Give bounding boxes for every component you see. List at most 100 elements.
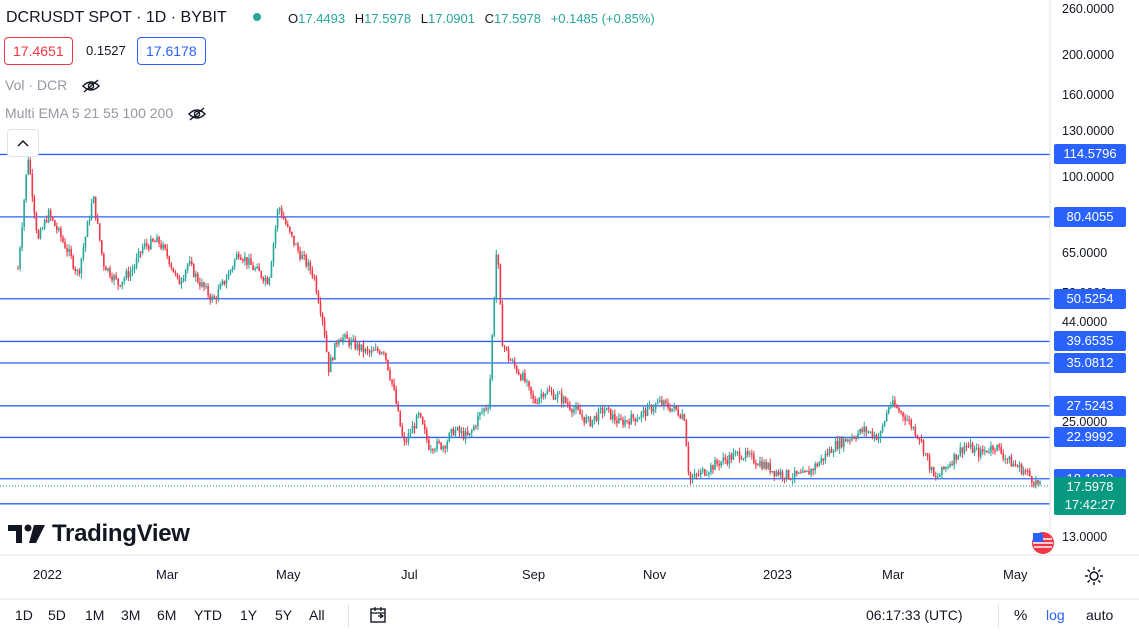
candle-body (630, 414, 632, 425)
candle-body (871, 431, 874, 438)
candle-body (859, 429, 861, 434)
buy-price-button[interactable]: 17.6178 (137, 37, 206, 65)
candle-body (824, 453, 827, 461)
candle-body (338, 339, 340, 345)
candle-body (889, 404, 892, 408)
candle-body (552, 392, 555, 400)
candle-body (348, 338, 350, 346)
candle-body (325, 334, 328, 352)
candle-body (88, 219, 91, 222)
candle-body (546, 390, 549, 394)
candle-body (986, 450, 988, 453)
candle-body (497, 254, 500, 265)
tradingview-logo[interactable]: TradingView (8, 520, 190, 548)
candle-body (51, 217, 54, 221)
volume-indicator[interactable]: Vol · DCR (5, 77, 101, 94)
candle-body (125, 271, 128, 279)
candle-body (211, 296, 213, 301)
candle-body (528, 381, 530, 387)
candle-body (667, 402, 669, 408)
candle-body (703, 469, 706, 476)
range-button-1d[interactable]: 1D (15, 607, 33, 623)
candle-body (207, 286, 209, 296)
calendar-icon[interactable] (369, 605, 389, 625)
candle-body (820, 458, 823, 463)
candle-body (951, 463, 953, 465)
time-tick: Sep (522, 567, 546, 582)
candle-body (407, 433, 410, 442)
candle-body (78, 270, 81, 274)
candle-body (697, 474, 700, 476)
range-button-1m[interactable]: 1M (85, 607, 105, 623)
range-button-5d[interactable]: 5D (48, 607, 66, 623)
log-toggle[interactable]: log (1046, 607, 1065, 623)
candle-body (569, 404, 571, 410)
candle-body (593, 415, 596, 420)
candle-body (454, 429, 457, 436)
candle-body (857, 433, 859, 439)
candle-body (679, 415, 682, 419)
gear-icon[interactable] (1084, 566, 1104, 586)
candle-body (444, 446, 446, 449)
candle-body (303, 254, 305, 256)
candle-body (307, 262, 310, 267)
candle-body (534, 398, 536, 404)
candle-body (632, 414, 635, 419)
candle-body (710, 465, 712, 473)
ema-indicator[interactable]: Multi EMA 5 21 55 100 200 (5, 105, 207, 122)
eye-off-icon[interactable] (81, 78, 101, 94)
candle-body (548, 390, 551, 392)
candle-body (722, 457, 724, 462)
auto-toggle[interactable]: auto (1086, 607, 1114, 623)
candle-body (229, 269, 232, 273)
candle-body (953, 454, 955, 465)
candle-body (248, 258, 250, 265)
range-button-5y[interactable]: 5Y (275, 607, 293, 623)
range-button-ytd[interactable]: YTD (194, 607, 222, 623)
candle-body (113, 275, 115, 281)
candle-body (217, 289, 220, 300)
candle-body (309, 262, 312, 271)
candle-body (456, 427, 459, 430)
candle-body (342, 337, 344, 342)
candle-body (256, 266, 258, 269)
range-button-3m[interactable]: 3M (121, 607, 141, 623)
symbol-title[interactable]: DCRUSDT SPOT · 1D · BYBIT (6, 9, 227, 26)
candle-body (278, 208, 281, 211)
open-value: 17.4493 (298, 11, 346, 26)
candle-body (847, 439, 849, 442)
candle-body (887, 407, 890, 413)
candle-body (562, 397, 565, 404)
candle-body (86, 221, 89, 237)
eye-off-icon[interactable] (187, 106, 207, 122)
sell-price-button[interactable]: 17.4651 (4, 37, 73, 65)
candle-body (158, 236, 160, 244)
candle-body (98, 223, 101, 241)
percent-toggle[interactable]: % (1014, 607, 1028, 624)
candle-body (945, 466, 947, 469)
utc-clock[interactable]: 06:17:33 (UTC) (866, 607, 963, 623)
range-button-all[interactable]: All (309, 607, 325, 623)
candle-body (785, 469, 788, 479)
candle-body (765, 462, 767, 469)
candle-body (855, 438, 857, 440)
candle-body (215, 297, 218, 300)
collapse-legend-button[interactable] (7, 129, 39, 157)
candle-body (513, 360, 516, 366)
candle-body (661, 400, 663, 406)
candle-body (121, 281, 124, 287)
candle-body (930, 467, 933, 470)
candle-body (644, 409, 647, 416)
range-button-6m[interactable]: 6M (157, 607, 177, 623)
range-button-1y[interactable]: 1Y (240, 607, 258, 623)
time-tick: 2023 (763, 567, 792, 582)
candle-body (577, 406, 579, 410)
candle-body (542, 393, 545, 397)
candle-body (744, 451, 747, 459)
candle-body (769, 462, 771, 473)
candle-body (591, 419, 594, 427)
candle-body (468, 432, 471, 435)
candle-body (869, 431, 872, 433)
candle-body (806, 470, 808, 472)
